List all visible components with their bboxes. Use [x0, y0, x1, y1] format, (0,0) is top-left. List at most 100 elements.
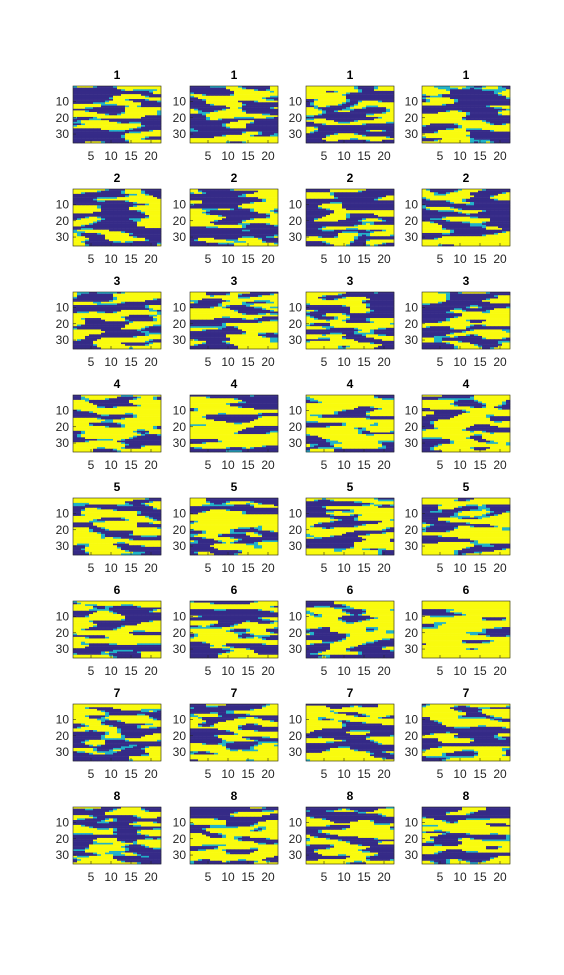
- heatmap-cell: [230, 192, 234, 194]
- heatmap-cell: [366, 115, 370, 117]
- heatmap-cell: [157, 197, 161, 199]
- heatmap-cell: [262, 112, 266, 114]
- heatmap-cell: [478, 135, 482, 137]
- heatmap-cell: [137, 191, 141, 193]
- heatmap-cell: [242, 89, 246, 91]
- heatmap-cell: [97, 115, 101, 117]
- heatmap-cell: [145, 99, 149, 101]
- heatmap-cell: [250, 102, 254, 104]
- heatmap-cell: [202, 135, 206, 137]
- heatmap-cell: [101, 110, 105, 112]
- heatmap-cell: [141, 109, 145, 111]
- heatmap-panel: 21020305 10 15 20: [56, 171, 162, 266]
- heatmap-cell: [382, 192, 386, 194]
- heatmap-cell: [214, 192, 218, 194]
- heatmap-cell: [258, 239, 262, 241]
- heatmap-cell: [105, 119, 109, 121]
- heatmap-cell: [125, 217, 129, 219]
- heatmap-cell: [454, 135, 458, 137]
- heatmap-cell: [109, 225, 113, 227]
- heatmap-cell: [145, 89, 149, 91]
- heatmap-cell: [422, 128, 426, 130]
- heatmap-cell: [238, 213, 242, 215]
- heatmap-cell: [342, 120, 346, 122]
- heatmap-cell: [242, 127, 246, 129]
- heatmap-cell: [202, 140, 206, 142]
- heatmap-cell: [498, 104, 502, 106]
- heatmap-cell: [326, 96, 330, 98]
- heatmap-cell: [242, 222, 246, 224]
- heatmap-cell: [206, 209, 210, 211]
- heatmap-cell: [137, 140, 141, 142]
- heatmap-cell: [242, 96, 246, 98]
- heatmap-cell: [486, 97, 490, 99]
- heatmap-cell: [454, 104, 458, 106]
- heatmap-cell: [133, 94, 137, 96]
- heatmap-cell: [354, 110, 358, 112]
- heatmap-cell: [137, 197, 141, 199]
- heatmap-cell: [498, 125, 502, 127]
- heatmap-cell: [266, 220, 270, 222]
- heatmap-cell: [129, 122, 133, 124]
- heatmap-cell: [73, 196, 77, 198]
- heatmap-cell: [105, 213, 109, 215]
- heatmap-cell: [462, 107, 466, 109]
- heatmap-cell: [141, 138, 145, 140]
- heatmap-cell: [362, 197, 366, 199]
- heatmap-cell: [366, 204, 370, 206]
- heatmap-cell: [422, 120, 426, 122]
- heatmap-cell: [350, 89, 354, 91]
- heatmap-cell: [338, 200, 342, 202]
- heatmap-cell: [434, 123, 438, 125]
- heatmap-cell: [378, 200, 382, 202]
- heatmap-cell: [334, 125, 338, 127]
- heatmap-cell: [206, 222, 210, 224]
- heatmap-cell: [366, 207, 370, 209]
- heatmap-cell: [426, 107, 430, 109]
- heatmap-cell: [434, 114, 438, 116]
- heatmap-cell: [230, 202, 234, 204]
- heatmap-cell: [466, 127, 470, 129]
- heatmap-cell: [246, 215, 250, 217]
- heatmap-cell: [105, 205, 109, 207]
- heatmap-cell: [390, 120, 394, 122]
- heatmap-cell: [386, 99, 390, 101]
- heatmap-cell: [89, 122, 93, 124]
- heatmap-cell: [73, 243, 77, 245]
- heatmap-cell: [242, 228, 246, 230]
- heatmap-cell: [334, 132, 338, 134]
- heatmap-cell: [198, 133, 202, 135]
- heatmap-cell: [350, 93, 354, 95]
- heatmap-cell: [322, 197, 326, 199]
- heatmap-cell: [85, 93, 89, 95]
- heatmap-cell: [462, 138, 466, 140]
- heatmap-cell: [133, 200, 137, 202]
- heatmap-cell: [322, 109, 326, 111]
- heatmap-cell: [85, 233, 89, 235]
- heatmap-cell: [358, 207, 362, 209]
- heatmap-cell: [93, 104, 97, 106]
- heatmap-cell: [254, 236, 258, 238]
- heatmap-cell: [266, 109, 270, 111]
- heatmap-cell: [133, 130, 137, 132]
- heatmap-cell: [113, 197, 117, 199]
- heatmap-cell: [234, 243, 238, 245]
- heatmap-cell: [202, 220, 206, 222]
- heatmap-cell: [370, 199, 374, 201]
- heatmap-cell: [85, 239, 89, 241]
- heatmap-cell: [242, 102, 246, 104]
- heatmap-cell: [438, 93, 442, 95]
- heatmap-cell: [270, 119, 274, 121]
- heatmap-cell: [129, 241, 133, 243]
- heatmap-cell: [242, 104, 246, 106]
- heatmap-cell: [202, 99, 206, 101]
- heatmap-cell: [85, 243, 89, 245]
- heatmap-cell: [89, 197, 93, 199]
- heatmap-cell: [93, 112, 97, 114]
- heatmap-cell: [470, 99, 474, 101]
- heatmap-cell: [274, 205, 278, 207]
- heatmap-cell: [498, 114, 502, 116]
- heatmap-cell: [198, 132, 202, 134]
- heatmap-cell: [105, 210, 109, 212]
- heatmap-cell: [342, 133, 346, 135]
